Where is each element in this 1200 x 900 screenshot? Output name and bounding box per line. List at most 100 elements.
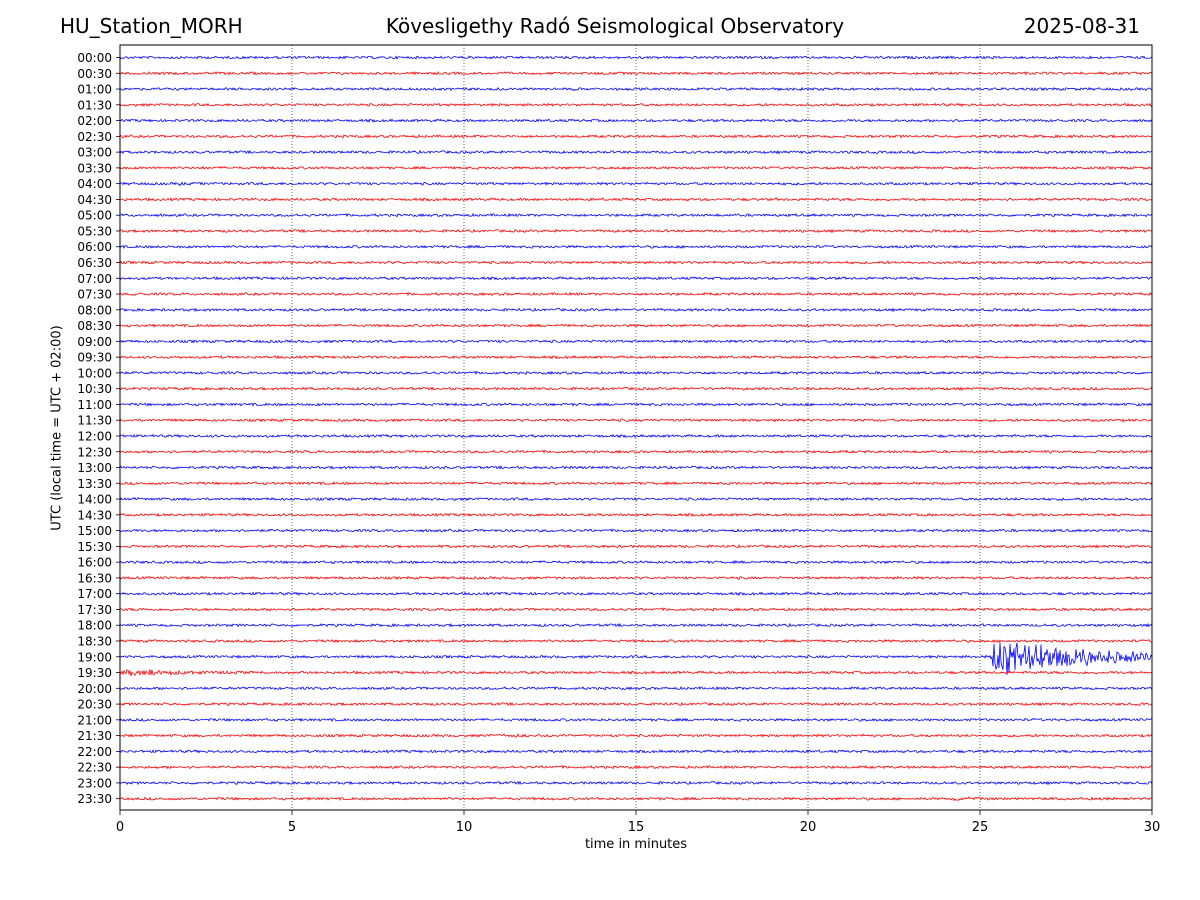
- y-tick-label: 06:00: [77, 240, 112, 254]
- x-tick-label: 0: [116, 820, 124, 835]
- trace-1500: [119, 528, 1152, 533]
- y-tick-label: 01:00: [77, 83, 112, 97]
- trace-2300: [119, 780, 1153, 786]
- trace-0230: [119, 134, 1153, 139]
- trace-1530: [119, 544, 1153, 549]
- trace-0200: [119, 118, 1153, 123]
- trace-1400: [119, 496, 1153, 502]
- trace-1730: [119, 607, 1153, 612]
- trace-0100: [119, 86, 1153, 92]
- trace-1030: [119, 386, 1153, 391]
- trace-0130: [119, 102, 1153, 107]
- y-tick-label: 12:30: [77, 445, 112, 459]
- y-tick-label: 03:30: [77, 161, 112, 175]
- x-tick-label: 15: [628, 820, 645, 835]
- x-tick-label: 20: [800, 820, 817, 835]
- y-tick-label: 10:30: [77, 382, 112, 396]
- trace-0500: [119, 212, 1153, 218]
- y-tick-label: 06:30: [77, 256, 112, 270]
- trace-1600: [119, 559, 1153, 565]
- y-tick-label: 14:30: [77, 508, 112, 522]
- trace-1430: [119, 512, 1153, 518]
- y-tick-label: 19:30: [77, 666, 112, 680]
- y-tick-label: 21:00: [77, 713, 112, 727]
- x-axis-label: time in minutes: [584, 837, 688, 852]
- y-tick-label: 07:30: [77, 288, 112, 302]
- trace-1700: [119, 591, 1153, 596]
- y-tick-label: 12:00: [77, 429, 112, 443]
- trace-1000: [119, 370, 1153, 376]
- y-tick-label: 16:00: [77, 556, 112, 570]
- y-tick-label: 01:30: [77, 98, 112, 112]
- trace-1800: [119, 622, 1153, 628]
- y-tick-label: 10:00: [77, 366, 112, 380]
- trace-1630: [119, 575, 1153, 581]
- trace-0430: [119, 197, 1153, 202]
- y-tick-label: 17:30: [77, 603, 112, 617]
- observatory-title: Kövesligethy Radó Seismological Observat…: [385, 14, 845, 38]
- trace-1300: [119, 465, 1153, 470]
- y-tick-label: 04:00: [77, 177, 112, 191]
- y-tick-label: 11:30: [77, 414, 112, 428]
- station-name: HU_Station_MORH: [60, 14, 243, 38]
- trace-1200: [119, 433, 1153, 439]
- y-tick-label: 22:00: [77, 745, 112, 759]
- y-tick-label: 09:30: [77, 351, 112, 365]
- trace-2100: [119, 717, 1153, 723]
- y-tick-label: 20:00: [77, 682, 112, 696]
- trace-2330: [119, 796, 1153, 802]
- trace-2000: [119, 686, 1153, 691]
- y-tick-label: 20:30: [77, 698, 112, 712]
- trace-0000: [119, 55, 1153, 60]
- y-tick-label: 00:30: [77, 67, 112, 81]
- y-tick-label: 22:30: [77, 761, 112, 775]
- trace-0930: [119, 354, 1153, 360]
- trace-2200: [119, 749, 1153, 754]
- y-tick-label: 07:00: [77, 272, 112, 286]
- y-tick-label: 15:30: [77, 540, 112, 554]
- x-tick-label: 10: [456, 820, 473, 835]
- x-tick-label: 30: [1144, 820, 1161, 835]
- trace-1930: [119, 669, 1153, 677]
- trace-2230: [119, 764, 1153, 770]
- x-tick-label: 25: [972, 820, 989, 835]
- y-tick-label: 13:00: [77, 461, 112, 475]
- y-tick-label: 14:00: [77, 493, 112, 507]
- trace-0730: [119, 291, 1153, 297]
- y-tick-label: 00:00: [77, 51, 112, 65]
- y-tick-label: 11:00: [77, 398, 112, 412]
- y-tick-label: 17:00: [77, 587, 112, 601]
- trace-0800: [119, 307, 1153, 313]
- trace-1100: [119, 402, 1153, 407]
- trace-0530: [119, 228, 1153, 234]
- trace-1830: [119, 638, 1153, 644]
- y-tick-label: 05:30: [77, 224, 112, 238]
- y-tick-label: 13:30: [77, 477, 112, 491]
- trace-0830: [119, 323, 1153, 328]
- x-tick-label: 5: [288, 820, 296, 835]
- record-date: 2025-08-31: [1023, 14, 1140, 38]
- y-tick-label: 08:00: [77, 303, 112, 317]
- trace-2030: [119, 701, 1153, 707]
- y-tick-label: 05:00: [77, 209, 112, 223]
- y-tick-label: 19:00: [77, 650, 112, 664]
- trace-0300: [119, 149, 1153, 155]
- y-tick-label: 08:30: [77, 319, 112, 333]
- trace-0330: [119, 165, 1153, 171]
- trace-0400: [119, 181, 1153, 187]
- y-tick-label: 23:30: [77, 792, 112, 806]
- trace-0900: [119, 339, 1153, 344]
- y-tick-label: 03:00: [77, 146, 112, 160]
- y-tick-label: 04:30: [77, 193, 112, 207]
- y-tick-label: 21:30: [77, 729, 112, 743]
- trace-1900: [119, 642, 1153, 675]
- trace-1330: [119, 481, 1153, 486]
- trace-0700: [119, 276, 1153, 281]
- trace-0600: [119, 244, 1153, 250]
- trace-0030: [119, 70, 1153, 76]
- y-tick-label: 23:00: [77, 776, 112, 790]
- trace-0630: [119, 260, 1153, 265]
- trace-2130: [119, 732, 1153, 738]
- y-tick-label: 15:00: [77, 524, 112, 538]
